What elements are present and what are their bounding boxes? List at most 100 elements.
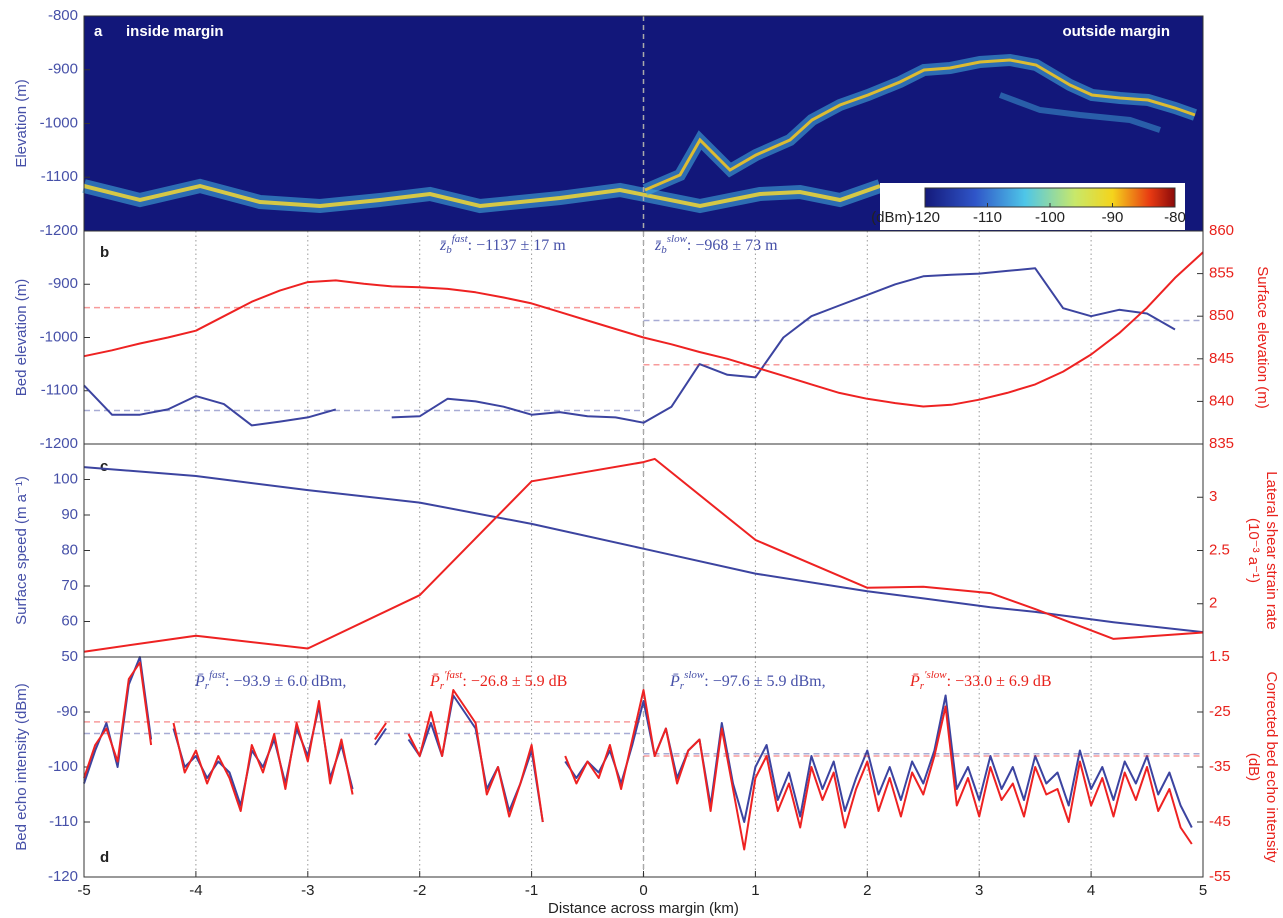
y2-tick-label: -55 bbox=[1209, 868, 1231, 885]
annotation-symbol: P̄ bbox=[669, 673, 680, 690]
panel-label: a bbox=[94, 23, 103, 40]
data-line bbox=[83, 656, 1193, 828]
x-axis-label: Distance across margin (km) bbox=[548, 900, 739, 917]
y2-axis-label: Surface elevation (m) bbox=[1254, 266, 1271, 409]
y2-tick-label: 845 bbox=[1209, 350, 1234, 367]
annotation-symbol: z̄ bbox=[439, 237, 447, 254]
region-label: outside margin bbox=[1062, 23, 1170, 40]
x-tick-label: 2 bbox=[863, 882, 871, 899]
annotation-sup: ′slow bbox=[924, 669, 947, 681]
colorbar-tick-label: -90 bbox=[1102, 209, 1124, 226]
y-tick-label: -100 bbox=[48, 758, 78, 775]
y-axis-label: Bed elevation (m) bbox=[13, 279, 30, 397]
annotation-text: : −26.8 ± 5.9 dB bbox=[462, 673, 567, 690]
y-tick-label: 100 bbox=[53, 470, 78, 487]
y-tick-label: -110 bbox=[49, 813, 78, 830]
colorbar-label: (dBm) bbox=[871, 209, 912, 226]
y2-tick-label: 860 bbox=[1209, 222, 1234, 239]
y2-tick-label: -45 bbox=[1209, 813, 1231, 830]
y-tick-label: 90 bbox=[61, 506, 78, 523]
x-tick-label: -5 bbox=[77, 882, 90, 899]
panel-label: d bbox=[100, 849, 109, 866]
annotation-text: : −97.6 ± 5.9 dBm, bbox=[704, 673, 825, 690]
annotation-sub: r bbox=[440, 680, 445, 692]
y-tick-label: -1100 bbox=[41, 382, 78, 399]
y2-tick-label: 840 bbox=[1209, 392, 1234, 409]
radargram-image bbox=[82, 16, 1203, 231]
panel-frame bbox=[83, 656, 1204, 878]
annotation-sup: slow bbox=[684, 669, 705, 681]
data-line bbox=[83, 457, 1204, 653]
y2-axis-label: Lateral shear strain rate bbox=[1263, 471, 1280, 629]
y2-tick-label: 1.5 bbox=[1209, 648, 1230, 665]
y-tick-label: -900 bbox=[48, 275, 78, 292]
y-tick-label: -1000 bbox=[40, 328, 78, 345]
y2-axis-label: (dB) bbox=[1245, 753, 1262, 781]
y-tick-label: -800 bbox=[48, 7, 78, 24]
annotation-sub: r bbox=[920, 680, 925, 692]
annotation-sup: ′fast bbox=[444, 669, 463, 681]
data-line bbox=[83, 251, 1204, 408]
y-tick-label: -1200 bbox=[40, 435, 78, 452]
data-line bbox=[83, 661, 1193, 851]
annotation-sub: b bbox=[446, 244, 452, 256]
annotation-sup: fast bbox=[209, 669, 226, 681]
x-tick-label: 1 bbox=[751, 882, 759, 899]
y2-tick-label: -25 bbox=[1209, 703, 1231, 720]
colorbar-tick-label: -110 bbox=[973, 209, 1002, 226]
annotation: z̄bslow: −968 ± 73 m bbox=[654, 233, 778, 256]
x-tick-label: 3 bbox=[975, 882, 983, 899]
y-tick-label: 70 bbox=[61, 577, 78, 594]
y2-axis-label: Corrected bed echo intensity bbox=[1263, 672, 1280, 863]
y2-tick-label: -35 bbox=[1209, 758, 1231, 775]
y-axis-label: Bed echo intensity (dBm) bbox=[13, 683, 30, 851]
annotation: P̄rslow: −97.6 ± 5.9 dBm, bbox=[669, 669, 826, 692]
x-tick-label: -2 bbox=[413, 882, 426, 899]
annotation: P̄rfast: −93.9 ± 6.0 dBm, bbox=[194, 669, 346, 692]
annotation-sub: b bbox=[661, 244, 667, 256]
annotation: P̄r′fast: −26.8 ± 5.9 dB bbox=[429, 669, 567, 692]
annotation-symbol: z̄ bbox=[654, 237, 662, 254]
colorbar-tick-label: -80 bbox=[1164, 209, 1186, 226]
x-tick-label: -1 bbox=[525, 882, 538, 899]
x-tick-label: 4 bbox=[1087, 882, 1095, 899]
data-line bbox=[83, 267, 1176, 427]
panel-label: b bbox=[100, 244, 109, 261]
y2-tick-label: 2.5 bbox=[1209, 541, 1230, 558]
y-tick-label: -900 bbox=[48, 61, 78, 78]
annotation-text: : −33.0 ± 6.9 dB bbox=[947, 673, 1052, 690]
y-tick-label: -90 bbox=[56, 703, 78, 720]
colorbar-tick-label: -120 bbox=[910, 209, 940, 226]
y2-axis-label: (10⁻³ a⁻¹) bbox=[1245, 518, 1262, 583]
x-tick-label: 5 bbox=[1199, 882, 1207, 899]
y2-tick-label: 850 bbox=[1209, 307, 1234, 324]
annotation-text: : −93.9 ± 6.0 dBm, bbox=[225, 673, 346, 690]
y2-tick-label: 835 bbox=[1209, 435, 1234, 452]
y2-tick-label: 3 bbox=[1209, 488, 1217, 505]
annotation-sub: r bbox=[680, 680, 685, 692]
y-axis-label: Surface speed (m a⁻¹) bbox=[13, 476, 30, 625]
x-tick-label: -4 bbox=[189, 882, 202, 899]
y2-tick-label: 2 bbox=[1209, 595, 1217, 612]
colorbar-tick-label: -100 bbox=[1035, 209, 1065, 226]
y-tick-label: -1200 bbox=[40, 222, 78, 239]
annotation-sup: fast bbox=[452, 233, 469, 245]
panel-label: c bbox=[100, 458, 108, 475]
annotation-symbol: P̄ bbox=[194, 673, 205, 690]
y-tick-label: 80 bbox=[61, 541, 78, 558]
annotation: P̄r′slow: −33.0 ± 6.9 dB bbox=[909, 669, 1052, 692]
annotation-sub: r bbox=[205, 680, 210, 692]
y2-tick-label: 855 bbox=[1209, 265, 1234, 282]
x-tick-label: -3 bbox=[301, 882, 314, 899]
x-tick-label: 0 bbox=[639, 882, 647, 899]
data-line bbox=[83, 466, 1204, 634]
y-tick-label: -1000 bbox=[40, 114, 78, 131]
annotation-symbol: P̄ bbox=[909, 673, 920, 690]
y-tick-label: -1100 bbox=[41, 168, 78, 185]
y-tick-label: -120 bbox=[48, 868, 78, 885]
y-axis-label: Elevation (m) bbox=[13, 79, 30, 167]
region-label: inside margin bbox=[126, 23, 224, 40]
annotation: z̄bfast: −1137 ± 17 m bbox=[439, 233, 566, 256]
annotation-text: : −1137 ± 17 m bbox=[468, 237, 567, 254]
